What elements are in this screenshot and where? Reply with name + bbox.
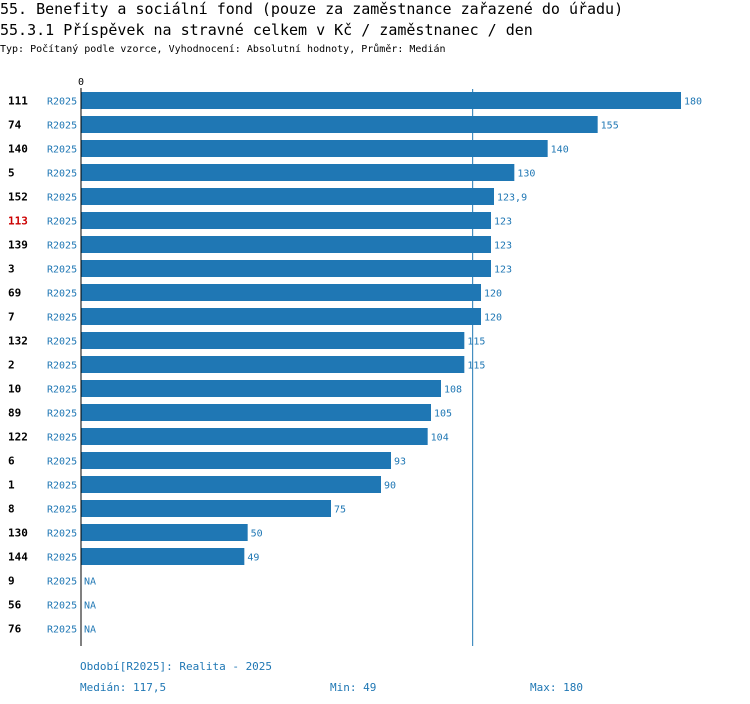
bar-value-label: 115 (467, 361, 485, 372)
bar-value-label: 130 (517, 169, 535, 180)
row-period-label: R2025 (47, 313, 77, 324)
bar (81, 116, 598, 133)
bar-value-label: 140 (551, 145, 569, 156)
row-id-label: 144 (8, 551, 28, 564)
bar-value-label: 123,9 (497, 193, 527, 204)
bar-value-label: NA (84, 601, 96, 612)
row-id-label: 140 (8, 143, 28, 156)
bar (81, 188, 494, 205)
bar-value-label: 105 (434, 409, 452, 420)
page-title: 55. Benefity a sociální fond (pouze za z… (0, 0, 624, 18)
bar-value-label: 90 (384, 481, 396, 492)
row-period-label: R2025 (47, 361, 77, 372)
bar-value-label: 123 (494, 241, 512, 252)
bar (81, 308, 481, 325)
bar-value-label: 180 (684, 97, 702, 108)
row-period-label: R2025 (47, 433, 77, 444)
bar-value-label: 115 (467, 337, 485, 348)
bar (81, 524, 248, 541)
row-period-label: R2025 (47, 505, 77, 516)
row-id-label: 89 (8, 407, 21, 420)
bar (81, 284, 481, 301)
row-period-label: R2025 (47, 577, 77, 588)
row-period-label: R2025 (47, 553, 77, 564)
row-period-label: R2025 (47, 265, 77, 276)
row-id-label: 10 (8, 383, 21, 396)
row-id-label: 139 (8, 239, 28, 252)
period-note: Období[R2025]: Realita - 2025 (80, 660, 273, 673)
bar-value-label: 120 (484, 289, 502, 300)
row-period-label: R2025 (47, 625, 77, 636)
bar-value-label: 108 (444, 385, 462, 396)
bar-value-label: NA (84, 577, 96, 588)
row-id-label: 152 (8, 191, 28, 204)
row-period-label: R2025 (47, 457, 77, 468)
row-id-label: 111 (8, 95, 28, 108)
bar (81, 404, 431, 421)
bar (81, 500, 331, 517)
bar (81, 476, 381, 493)
bar-value-label: 49 (247, 553, 259, 564)
chart-meta: Typ: Počítaný podle vzorce, Vyhodnocení:… (0, 44, 446, 55)
row-period-label: R2025 (47, 193, 77, 204)
bar (81, 332, 465, 349)
row-period-label: R2025 (47, 481, 77, 492)
row-id-label: 9 (8, 575, 15, 588)
row-id-label: 56 (8, 599, 22, 612)
bar-value-label: NA (84, 625, 96, 636)
row-period-label: R2025 (47, 145, 77, 156)
bar (81, 92, 681, 109)
bar (81, 380, 441, 397)
row-id-label: 1 (8, 479, 15, 492)
row-id-label: 7 (8, 311, 15, 324)
chart-subtitle: 55.3.1 Příspěvek na stravné celkem v Kč … (0, 21, 533, 39)
row-id-label: 3 (8, 263, 15, 276)
axis-zero-label: 0 (78, 77, 84, 88)
bar-value-label: 123 (494, 265, 512, 276)
median-note: Medián: 117,5 (80, 681, 167, 694)
bar-value-label: 93 (394, 457, 406, 468)
min-note: Min: 49 (330, 681, 377, 694)
row-id-label: 74 (8, 119, 22, 132)
row-id-label: 113 (8, 215, 28, 228)
bar (81, 548, 245, 565)
row-period-label: R2025 (47, 217, 77, 228)
row-id-label: 130 (8, 527, 28, 540)
row-period-label: R2025 (47, 289, 77, 300)
bar (81, 212, 491, 229)
row-period-label: R2025 (47, 601, 77, 612)
row-id-label: 76 (8, 623, 22, 636)
max-note: Max: 180 (530, 681, 583, 694)
bar-value-label: 120 (484, 313, 502, 324)
row-id-label: 5 (8, 167, 15, 180)
bar (81, 356, 465, 373)
row-id-label: 69 (8, 287, 21, 300)
row-period-label: R2025 (47, 121, 77, 132)
row-id-label: 6 (8, 455, 15, 468)
bar (81, 452, 391, 469)
bar-value-label: 104 (431, 433, 449, 444)
row-period-label: R2025 (47, 241, 77, 252)
bar (81, 428, 428, 445)
row-period-label: R2025 (47, 337, 77, 348)
bar-value-label: 123 (494, 217, 512, 228)
row-id-label: 132 (8, 335, 28, 348)
bar (81, 140, 548, 157)
bar-value-label: 75 (334, 505, 346, 516)
row-period-label: R2025 (47, 529, 77, 540)
row-period-label: R2025 (47, 169, 77, 180)
row-period-label: R2025 (47, 385, 77, 396)
row-id-label: 8 (8, 503, 15, 516)
row-period-label: R2025 (47, 97, 77, 108)
row-id-label: 2 (8, 359, 15, 372)
bar (81, 260, 491, 277)
bar (81, 236, 491, 253)
bar-value-label: 50 (251, 529, 263, 540)
bar-value-label: 155 (601, 121, 619, 132)
bar (81, 164, 515, 181)
row-id-label: 122 (8, 431, 28, 444)
row-period-label: R2025 (47, 409, 77, 420)
